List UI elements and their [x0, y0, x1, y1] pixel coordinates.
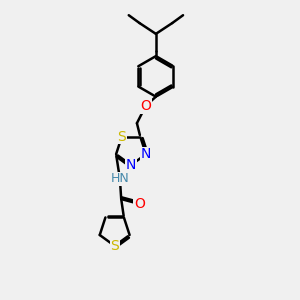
Text: S: S — [110, 239, 119, 253]
Text: N: N — [141, 147, 151, 161]
Text: N: N — [126, 158, 136, 172]
Text: S: S — [117, 130, 126, 144]
Text: O: O — [140, 99, 151, 113]
Text: O: O — [134, 197, 145, 211]
Text: HN: HN — [110, 172, 129, 185]
